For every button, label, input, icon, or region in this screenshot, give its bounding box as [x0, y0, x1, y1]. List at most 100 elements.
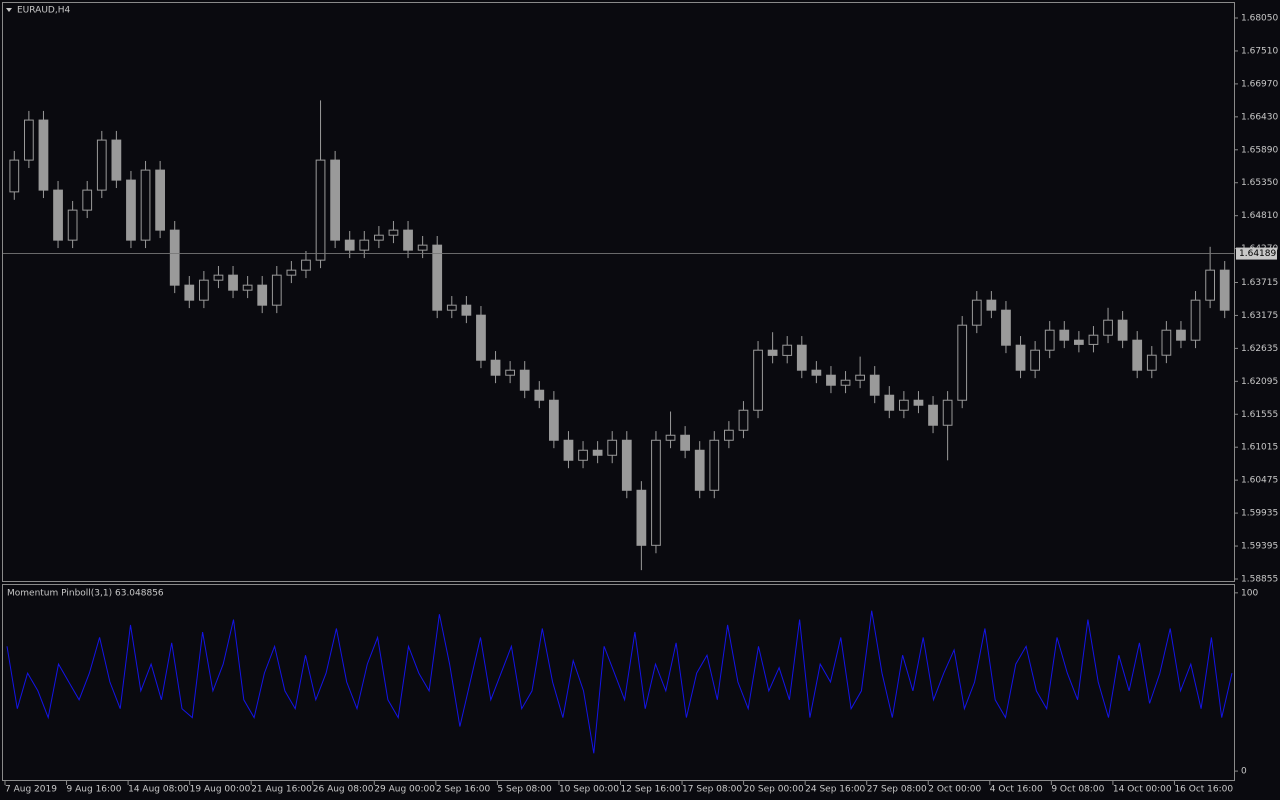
x-tick-label: 9 Oct 08:00: [1051, 785, 1104, 795]
y-tick-label: 1.59935: [1241, 509, 1278, 519]
candle-body: [67, 209, 78, 241]
candle-body: [549, 399, 559, 441]
indicator-line: [6, 610, 1233, 754]
candle-body: [199, 279, 209, 301]
candle-body: [1030, 349, 1040, 371]
candle-body: [53, 189, 63, 241]
candle-body: [228, 274, 238, 291]
candle-body: [213, 274, 224, 281]
candle-body: [359, 239, 370, 251]
candle-body: [1103, 319, 1113, 336]
candle-body: [432, 244, 443, 311]
y-tick-label: 1.67510: [1241, 46, 1278, 56]
candle-body: [9, 159, 20, 193]
indicator-title: Momentum Pinboll(3,1) 63.048856: [7, 589, 164, 599]
candle-body: [344, 239, 355, 251]
candle-body: [38, 119, 49, 191]
candle-body: [680, 434, 690, 451]
y-tick-label: 1.65890: [1241, 145, 1278, 155]
y-tick-label: 1.58855: [1241, 574, 1278, 584]
candle-body: [96, 139, 107, 191]
candle-body: [1219, 269, 1230, 311]
x-tick-label: 12 Sep 16:00: [621, 785, 681, 795]
candle-body: [869, 374, 880, 396]
candle-body: [753, 349, 763, 411]
x-tick-label: 21 Aug 16:00: [251, 785, 312, 795]
candle-body: [709, 439, 720, 491]
candle-body: [1044, 329, 1055, 351]
candle-body: [957, 324, 968, 401]
candle-body: [1059, 329, 1070, 341]
candle-body: [621, 439, 632, 491]
x-tick-label: 14 Oct 00:00: [1113, 785, 1172, 795]
candle-body: [1205, 269, 1215, 301]
candle-body: [928, 404, 938, 426]
x-tick-label: 9 Aug 16:00: [67, 785, 122, 795]
candle-body: [782, 344, 793, 356]
candle-body: [826, 374, 836, 386]
x-tick-label: 19 Aug 00:00: [190, 785, 251, 795]
candle-body: [724, 429, 734, 441]
x-tick-label: 5 Sep 08:00: [497, 785, 552, 795]
candle-body: [271, 274, 282, 306]
candle-body: [651, 439, 661, 546]
candle-body: [126, 179, 136, 241]
candle-body: [1176, 329, 1186, 341]
candle-body: [388, 229, 399, 236]
x-tick-label: 14 Aug 08:00: [128, 785, 189, 795]
candle-body: [884, 394, 895, 411]
candle-body: [578, 449, 588, 461]
chart-title: EURAUD,H4: [17, 6, 70, 16]
candle-body: [1074, 339, 1084, 345]
y-tick-label: 1.61555: [1241, 410, 1278, 420]
candle-body: [1015, 344, 1026, 371]
candle-body: [942, 399, 953, 426]
y-tick-label: 1.64810: [1241, 211, 1278, 221]
candle-body: [315, 159, 326, 261]
candle-body: [1117, 319, 1128, 341]
x-tick-label: 27 Sep 08:00: [867, 785, 927, 795]
candle-body: [286, 269, 297, 276]
candle-body: [971, 299, 982, 326]
candle-body: [1001, 309, 1011, 346]
candle-body: [899, 399, 909, 411]
candle-body: [417, 244, 428, 251]
y-tick-label: 1.62635: [1241, 344, 1278, 354]
candle-body: [796, 344, 807, 371]
candle-body: [607, 439, 618, 456]
y-tick-label: 1.63175: [1241, 311, 1278, 321]
candle-body: [1190, 299, 1201, 341]
candle-body: [242, 284, 253, 291]
candle-body: [446, 304, 457, 311]
y-tick-label: 1.65350: [1241, 178, 1278, 188]
candle-body: [1146, 354, 1157, 371]
x-tick-label: 20 Sep 00:00: [744, 785, 804, 795]
current-price-box: [1236, 247, 1277, 260]
candle-body: [1132, 339, 1143, 371]
x-tick-label: 24 Sep 16:00: [805, 785, 865, 795]
x-tick-label: 7 Aug 2019: [5, 785, 57, 795]
candle-body: [694, 449, 705, 491]
candle-body: [505, 369, 515, 376]
candle-body: [24, 119, 34, 161]
candle-body: [1161, 329, 1172, 356]
candle-body: [738, 409, 749, 431]
y-tick-label: 1.61015: [1241, 443, 1278, 453]
current-price-label: 1.64189: [1239, 249, 1276, 259]
candle-body: [563, 439, 574, 461]
indicator-tick-label: 100: [1241, 588, 1258, 598]
candle-body: [82, 189, 93, 211]
x-tick-label: 26 Aug 08:00: [313, 785, 374, 795]
y-tick-label: 1.66430: [1241, 112, 1278, 122]
candle-body: [913, 399, 924, 406]
candle-body: [111, 139, 122, 181]
candle-body: [140, 169, 151, 241]
candle-body: [534, 389, 545, 401]
y-tick-label: 1.63715: [1241, 278, 1278, 288]
candle-body: [374, 234, 384, 241]
candle-body: [169, 229, 180, 286]
y-tick-label: 1.66970: [1241, 79, 1278, 89]
x-tick-label: 29 Aug 00:00: [374, 785, 435, 795]
